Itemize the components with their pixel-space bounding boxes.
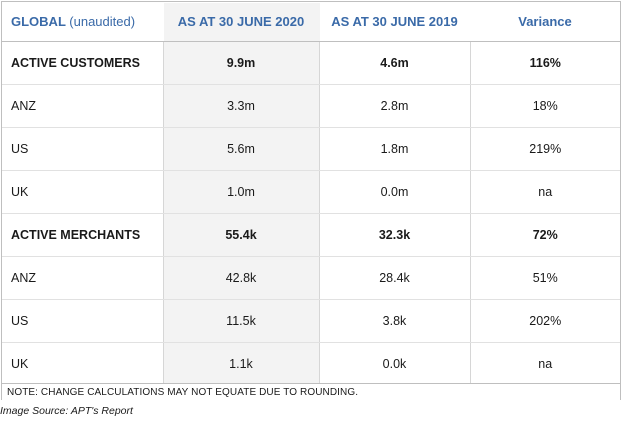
table-row: ACTIVE MERCHANTS 55.4k 32.3k 72% [2, 213, 620, 257]
row-label-cell: UK [11, 357, 29, 371]
row-label-cell: ACTIVE CUSTOMERS [2, 41, 163, 85]
row-label-cell: ANZ [2, 84, 163, 128]
variance-cell: 116% [469, 41, 620, 85]
variance-cell: 72% [469, 213, 620, 257]
variance-cell: 18% [469, 84, 620, 128]
variance-cell: na [469, 170, 620, 214]
table-row: UK 1.0m 0.0m na [2, 170, 620, 214]
table-row: US 5.6m 1.8m 219% [2, 127, 620, 171]
variance-cell: 219% [469, 127, 620, 171]
table-row: ANZ 42.8k 28.4k 51% [2, 256, 620, 300]
value-2019-cell: 0.0m [318, 170, 470, 214]
variance-cell: na [469, 342, 620, 385]
value-2020-cell: 1.0m [162, 170, 319, 214]
table-row: ANZ 3.3m 2.8m 18% [2, 84, 620, 128]
table-row: UK 1.1k 0.0k na [2, 342, 620, 385]
row-label-cell: US [2, 299, 163, 343]
table-header-row: GLOBAL (unaudited) AS AT 30 JUNE 2020 AS… [2, 2, 620, 42]
row-label-cell: US [2, 127, 163, 171]
value-2020-cell: 42.8k [162, 256, 319, 300]
table-row: US 11.5k 3.8k 202% [2, 299, 620, 343]
header-2019: AS AT 30 JUNE 2019 [319, 2, 470, 42]
image-source-caption: Image Source: APT's Report [0, 405, 133, 417]
value-2020-cell: 11.5k [162, 299, 319, 343]
value-2019-cell: 4.6m [318, 41, 470, 85]
header-global-main: GLOBAL [11, 14, 66, 29]
metrics-table-frame: GLOBAL (unaudited) AS AT 30 JUNE 2020 AS… [1, 1, 621, 400]
value-2019-cell: 28.4k [318, 256, 470, 300]
value-2020-cell: 3.3m [162, 84, 319, 128]
variance-cell: 202% [469, 299, 620, 343]
variance-cell: 51% [469, 256, 620, 300]
value-2020-cell: 55.4k [162, 213, 319, 257]
value-2019-cell: 0.0k [318, 342, 470, 385]
rounding-note: NOTE: CHANGE CALCULATIONS MAY NOT EQUATE… [2, 383, 620, 400]
value-2019-cell: 32.3k [318, 213, 470, 257]
value-2019-cell: 3.8k [318, 299, 470, 343]
value-2020-cell: 9.9m [162, 41, 319, 85]
table-row: ACTIVE CUSTOMERS 9.9m 4.6m 116% [2, 41, 620, 85]
header-2020: AS AT 30 JUNE 2020 [163, 2, 319, 42]
row-label-cell: ANZ [2, 256, 163, 300]
header-variance: Variance [470, 2, 620, 42]
row-label-cell: ACTIVE MERCHANTS [2, 213, 163, 257]
value-2020-cell: 1.1k [162, 342, 319, 385]
value-2019-cell: 2.8m [318, 84, 470, 128]
value-2019-cell: 1.8m [318, 127, 470, 171]
row-label-cell: UK [2, 170, 163, 214]
header-global: GLOBAL (unaudited) [2, 2, 163, 42]
value-2020-cell: 5.6m [162, 127, 319, 171]
header-global-sub: (unaudited) [69, 14, 136, 29]
metrics-table: GLOBAL (unaudited) AS AT 30 JUNE 2020 AS… [2, 2, 620, 385]
